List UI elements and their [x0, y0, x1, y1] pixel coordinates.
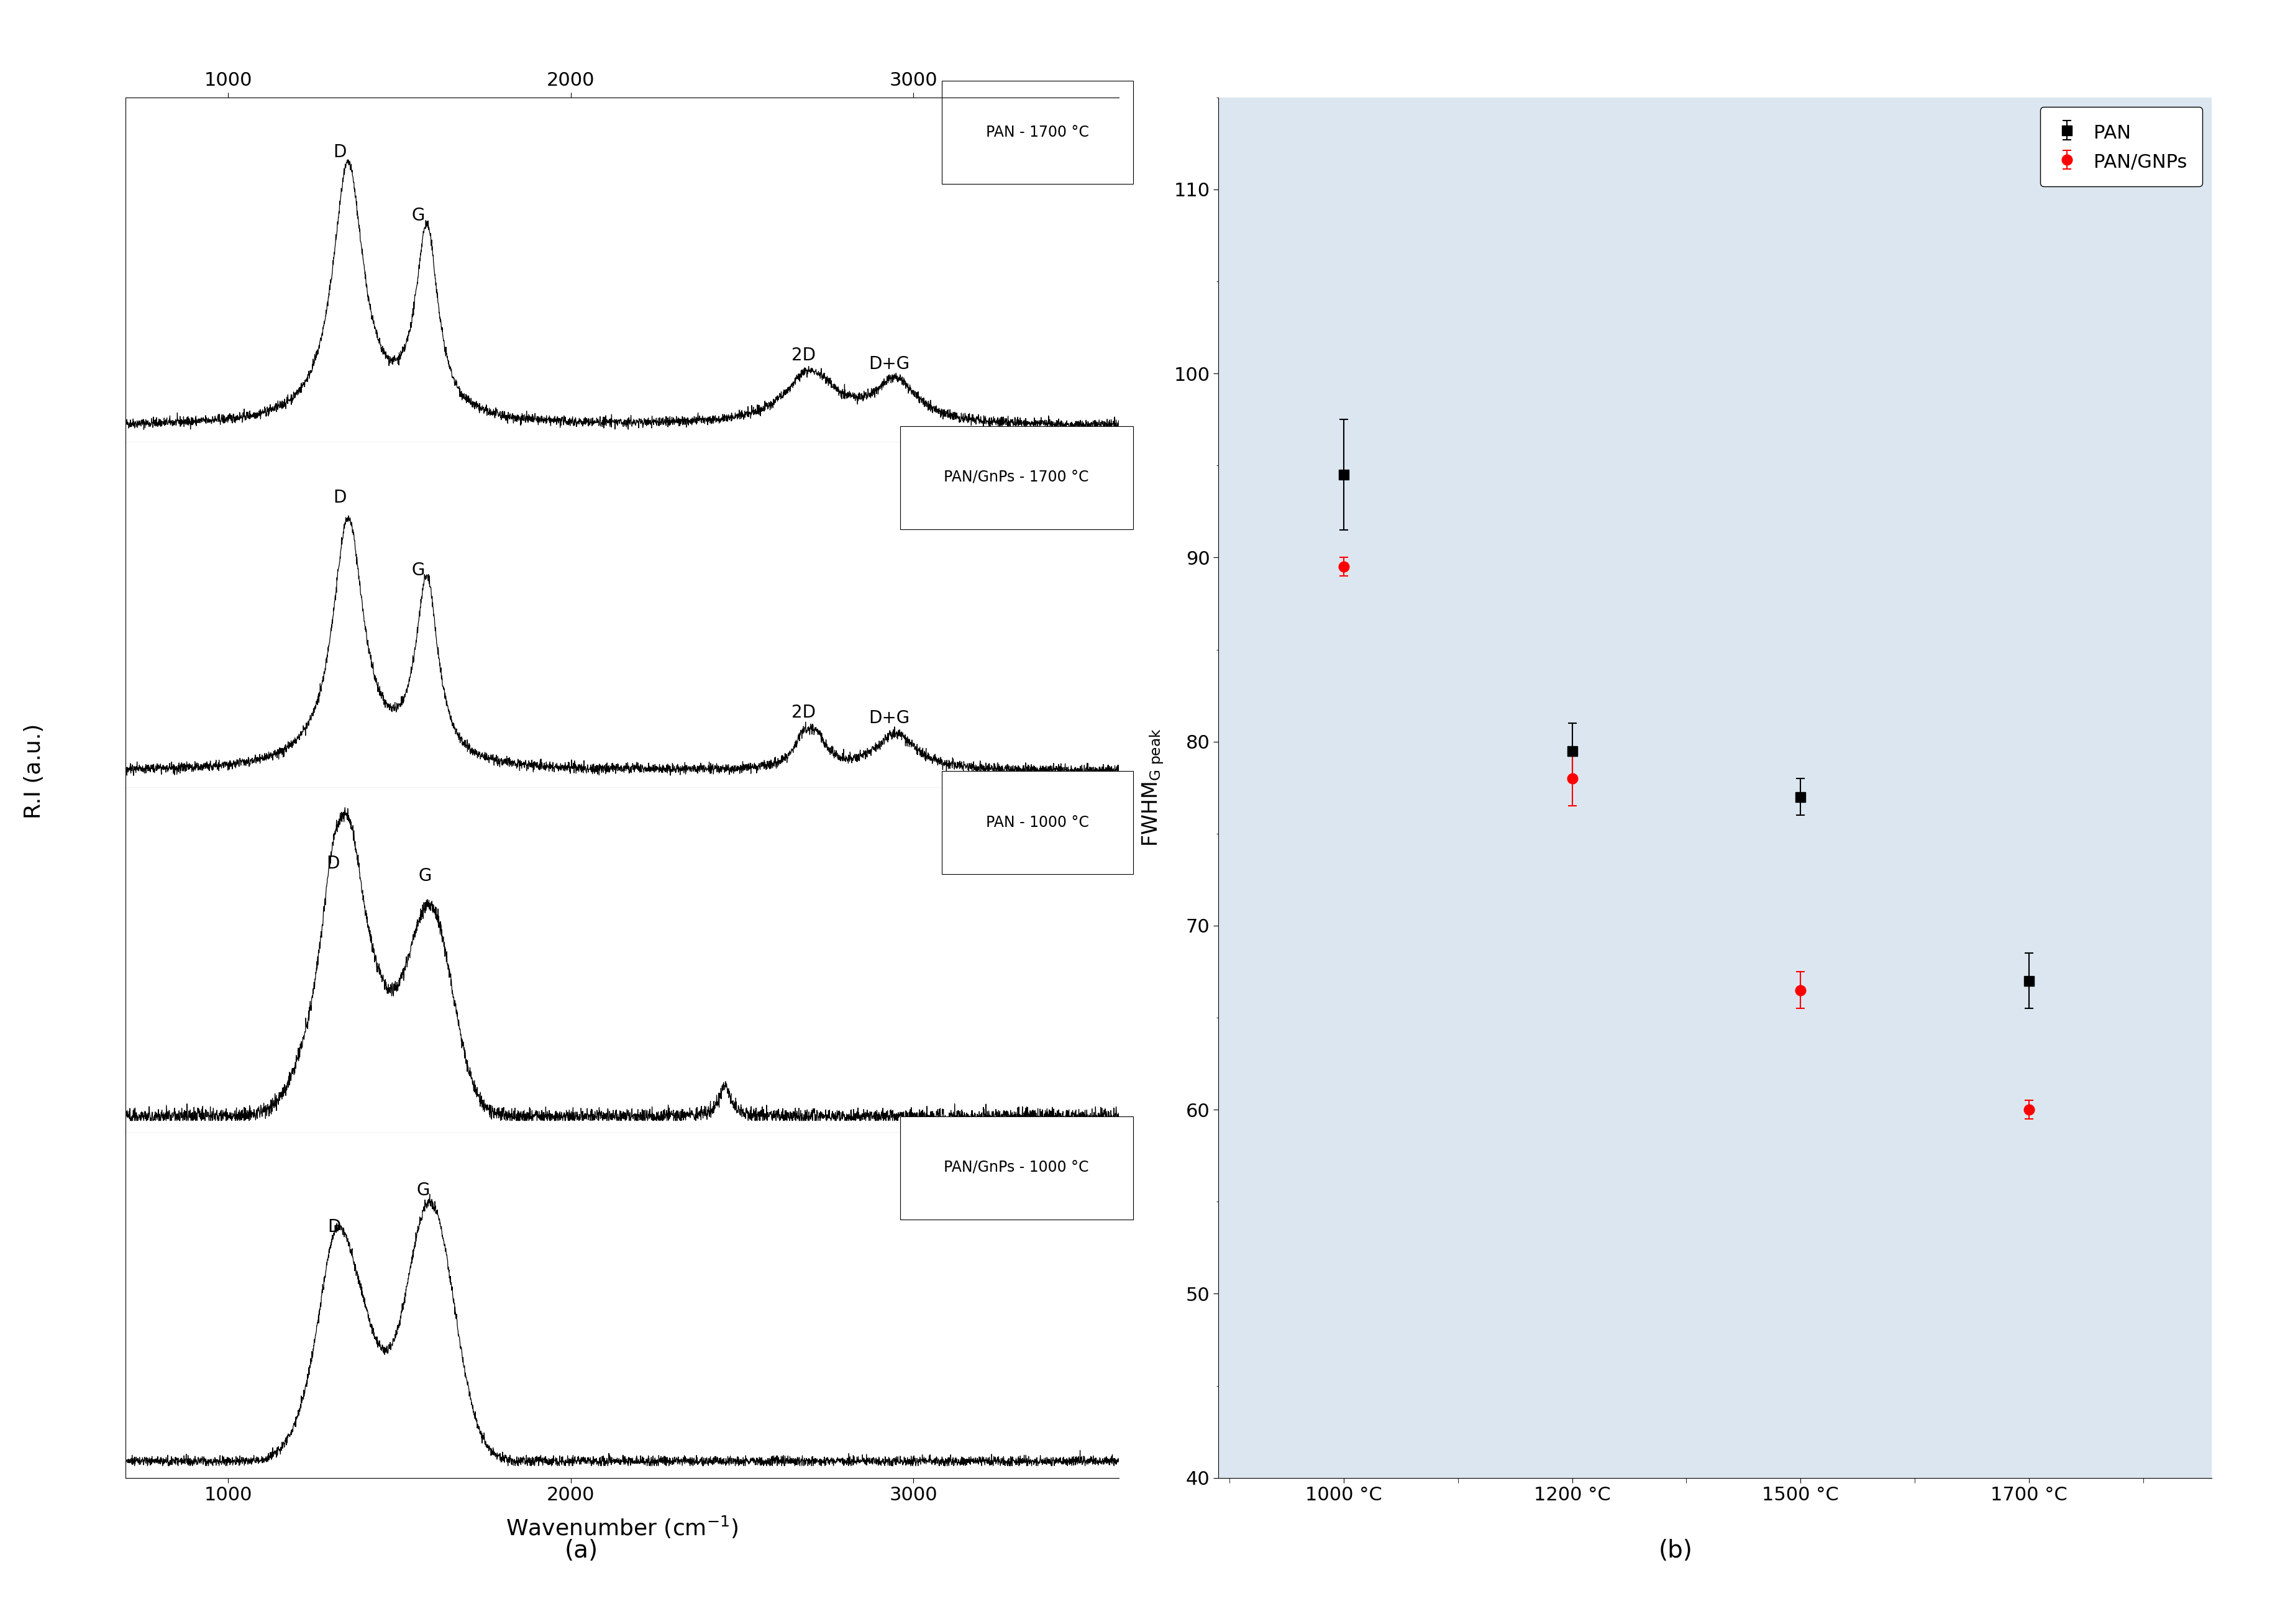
Text: PAN/GnPs - 1700 °C: PAN/GnPs - 1700 °C [944, 471, 1090, 486]
Text: (b): (b) [1660, 1540, 1692, 1562]
Legend: PAN, PAN/GNPs: PAN, PAN/GNPs [2041, 107, 2202, 187]
Text: D: D [326, 854, 340, 872]
Y-axis label: FWHM$_\mathregular{G\ peak}$: FWHM$_\mathregular{G\ peak}$ [1140, 728, 1165, 848]
Text: PAN - 1000 °C: PAN - 1000 °C [985, 815, 1090, 830]
Text: PAN - 1700 °C: PAN - 1700 °C [985, 125, 1090, 140]
Text: G: G [413, 208, 424, 224]
Text: 2D: 2D [791, 346, 816, 364]
Text: D+G: D+G [869, 356, 910, 374]
Text: G: G [420, 867, 431, 885]
Text: (a): (a) [565, 1540, 597, 1562]
Text: G: G [413, 562, 424, 578]
Text: 2D: 2D [791, 703, 816, 721]
Text: D: D [328, 1218, 342, 1236]
Text: D: D [333, 489, 347, 507]
X-axis label: Wavenumber (cm$^{-1}$): Wavenumber (cm$^{-1}$) [506, 1515, 739, 1540]
Text: D: D [333, 143, 347, 161]
Text: D+G: D+G [869, 710, 910, 728]
Text: PAN/GnPs - 1000 °C: PAN/GnPs - 1000 °C [944, 1160, 1090, 1176]
Text: R.I (a.u.): R.I (a.u.) [23, 724, 46, 818]
Text: G: G [417, 1182, 431, 1200]
